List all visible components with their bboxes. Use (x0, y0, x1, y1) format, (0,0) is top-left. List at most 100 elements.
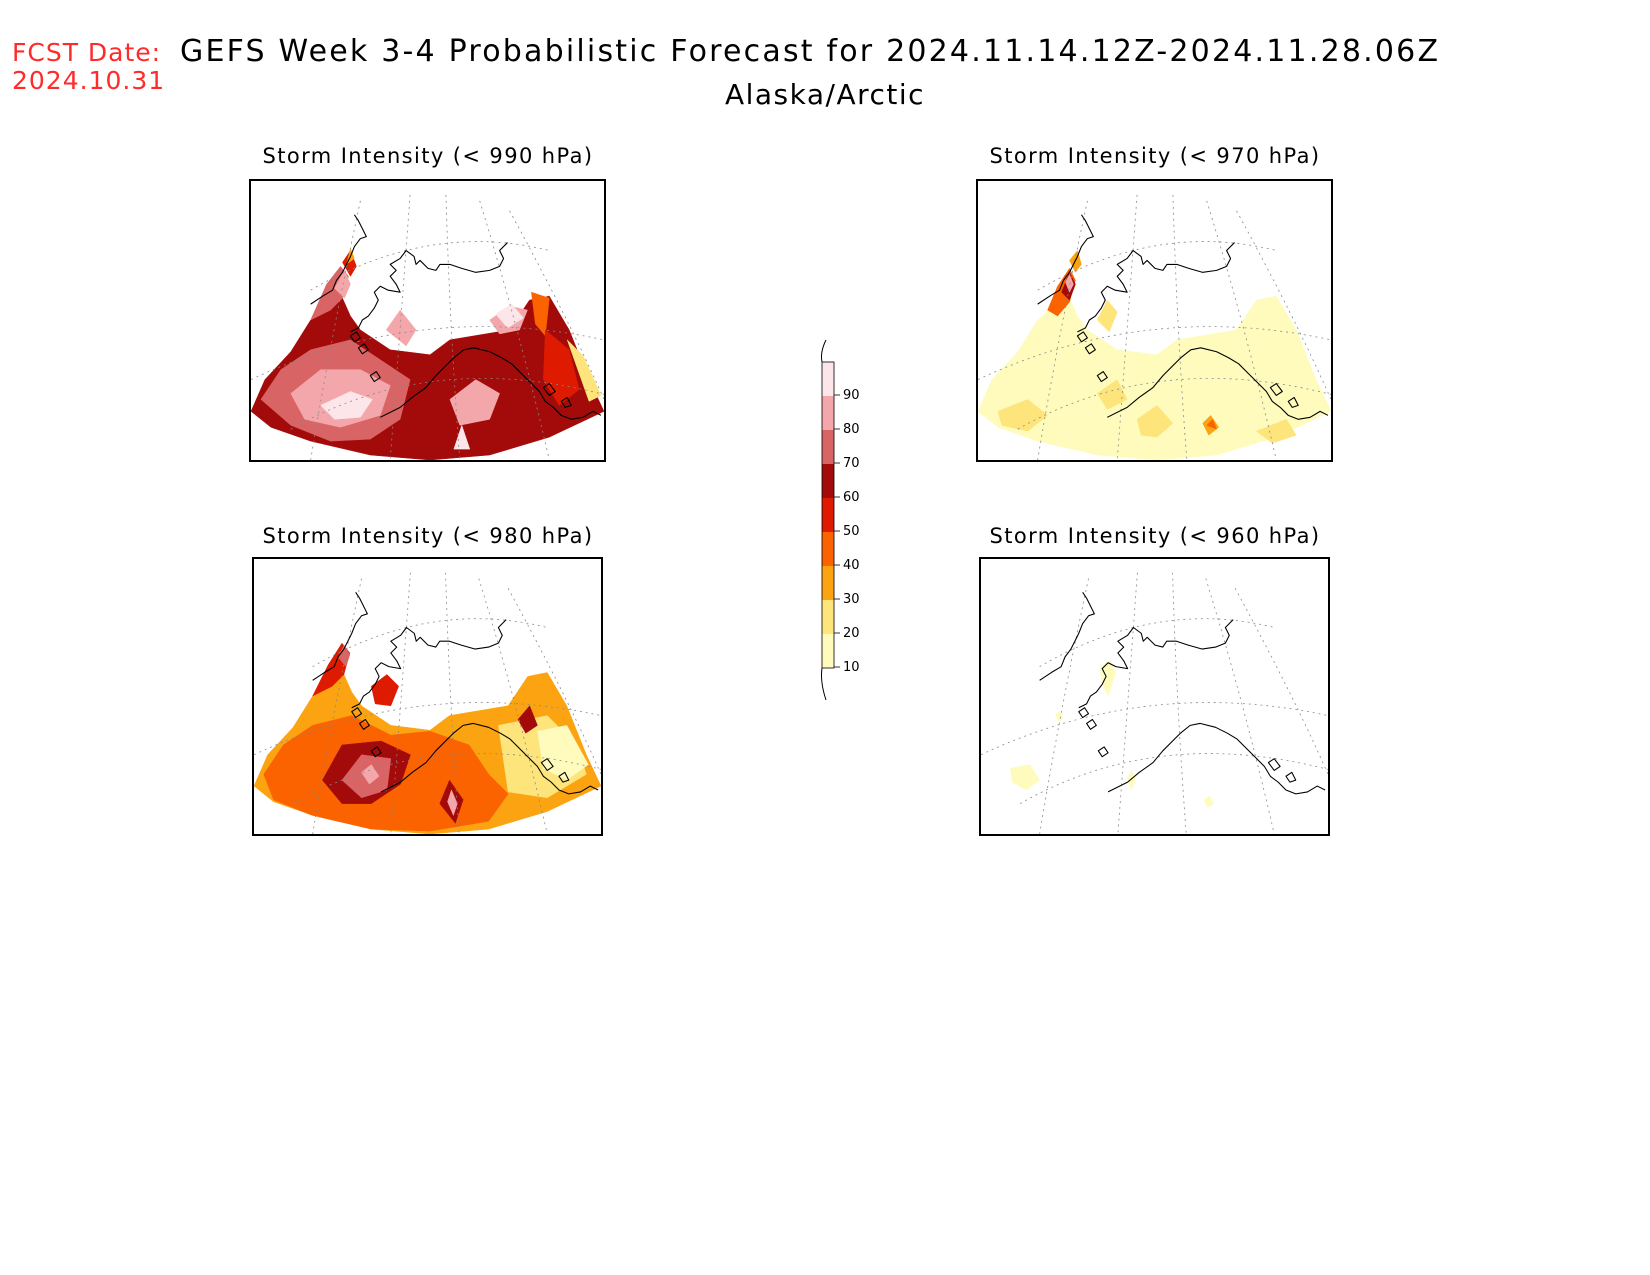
graticule-line (290, 377, 604, 430)
probability-fill-layer (978, 249, 1331, 460)
colorbar-tick-label: 10 (843, 660, 860, 675)
probability-contour (543, 329, 580, 406)
forecast-date-label: FCST Date: (12, 38, 162, 67)
island-outline (558, 771, 570, 783)
colorbar-band (822, 566, 834, 601)
probability-contour (1096, 379, 1128, 410)
probability-contour (342, 249, 357, 277)
coastline-segment (1107, 722, 1326, 795)
probability-contour (453, 424, 471, 450)
probability-contour (997, 399, 1049, 432)
panel-title-970: Storm Intensity (< 970 hPa) (989, 144, 1321, 168)
probability-contour (337, 644, 351, 668)
colorbar-band (822, 532, 834, 567)
probability-contour (1127, 769, 1136, 791)
graticule-line (1205, 578, 1275, 834)
graticule-line (1017, 377, 1331, 430)
island-outline (370, 746, 382, 758)
map-panel-980hpa (252, 557, 603, 836)
colorbar-band (822, 600, 834, 635)
coastline-segment (1039, 591, 1095, 681)
island-outline (1096, 371, 1108, 383)
island-outline (1078, 707, 1090, 719)
probability-contour (1136, 405, 1174, 438)
graticule-line (1206, 200, 1277, 460)
island-outline (1076, 331, 1088, 343)
map-canvas (251, 194, 604, 460)
graticule-lines (978, 194, 1331, 460)
map-panel-970hpa (976, 179, 1333, 462)
coastline-segment (1107, 347, 1329, 420)
island-outline (540, 758, 554, 771)
probability-fill-layer (254, 642, 601, 834)
forecast-date-value: 2024.10.31 (12, 66, 166, 95)
map-canvas (254, 572, 601, 834)
map-panel-990hpa (249, 179, 606, 462)
probability-contour (320, 391, 373, 420)
panel-title-980: Storm Intensity (< 980 hPa) (262, 524, 594, 548)
coastline-segment (380, 722, 599, 795)
graticule-lines (251, 194, 604, 460)
colorbar-top-arrow (821, 339, 827, 363)
island-outline (1086, 718, 1097, 730)
island-outline (1287, 396, 1299, 408)
graticule-line (251, 326, 604, 380)
probability-contour (449, 379, 500, 426)
probability-contour (566, 339, 602, 402)
probability-contour (517, 705, 538, 734)
coastline (1039, 591, 1326, 795)
probability-contour (1099, 660, 1117, 697)
graticule-lines (981, 572, 1328, 834)
probability-contour (1255, 418, 1297, 444)
map-canvas (981, 572, 1328, 834)
colorbar-band (822, 498, 834, 533)
island-outline (1285, 771, 1297, 783)
probability-contour (361, 764, 380, 785)
map-panel-960hpa (979, 557, 1330, 836)
graticule-lines (254, 572, 601, 834)
colorbar-tick-label: 50 (843, 524, 860, 539)
colorbar-tick-label: 60 (843, 490, 860, 505)
colorbar-band (822, 464, 834, 499)
graticule-line (981, 702, 1328, 756)
coastline-segment (380, 347, 602, 420)
map-canvas (978, 194, 1331, 460)
island-outline (1267, 758, 1281, 771)
colorbar-band (822, 430, 834, 465)
island-outline (351, 707, 363, 719)
graticule-line (312, 578, 362, 834)
graticule-line (479, 200, 550, 460)
probability-fill-layer (251, 247, 604, 460)
colorbar-bottom-arrow (821, 667, 827, 701)
graticule-line (1019, 753, 1328, 805)
probability-contour (1097, 299, 1118, 333)
graticule-line (254, 702, 601, 756)
graticule-line (978, 326, 1331, 380)
graticule-line (310, 200, 361, 460)
panel-title-960: Storm Intensity (< 960 hPa) (989, 524, 1321, 548)
graticule-line (509, 210, 604, 400)
colorbar-tick-label: 70 (843, 456, 860, 471)
probability-contour (1065, 273, 1074, 293)
colorbar-tick-label: 30 (843, 592, 860, 607)
probability-contour (1206, 418, 1218, 430)
colorbar-frame (821, 361, 835, 669)
coastline-segment (1077, 242, 1235, 333)
panel-title-990: Storm Intensity (< 990 hPa) (262, 144, 594, 168)
graticule-line (1039, 578, 1089, 834)
colorbar-tick-label: 40 (843, 558, 860, 573)
graticule-line (1117, 572, 1138, 834)
coastline-segment (310, 214, 367, 305)
probability-contour (1010, 764, 1040, 791)
probability-contour (385, 309, 417, 347)
colorbar-tick-label: 90 (843, 388, 860, 403)
colorbar-band (822, 362, 834, 397)
probability-contour (371, 674, 399, 707)
coastline (312, 591, 599, 795)
coastline (310, 214, 602, 420)
coastline-segment (1037, 214, 1094, 305)
island-outline (359, 718, 370, 730)
island-outline (560, 396, 572, 408)
graticule-line (292, 753, 601, 805)
probability-contour (1054, 711, 1064, 722)
